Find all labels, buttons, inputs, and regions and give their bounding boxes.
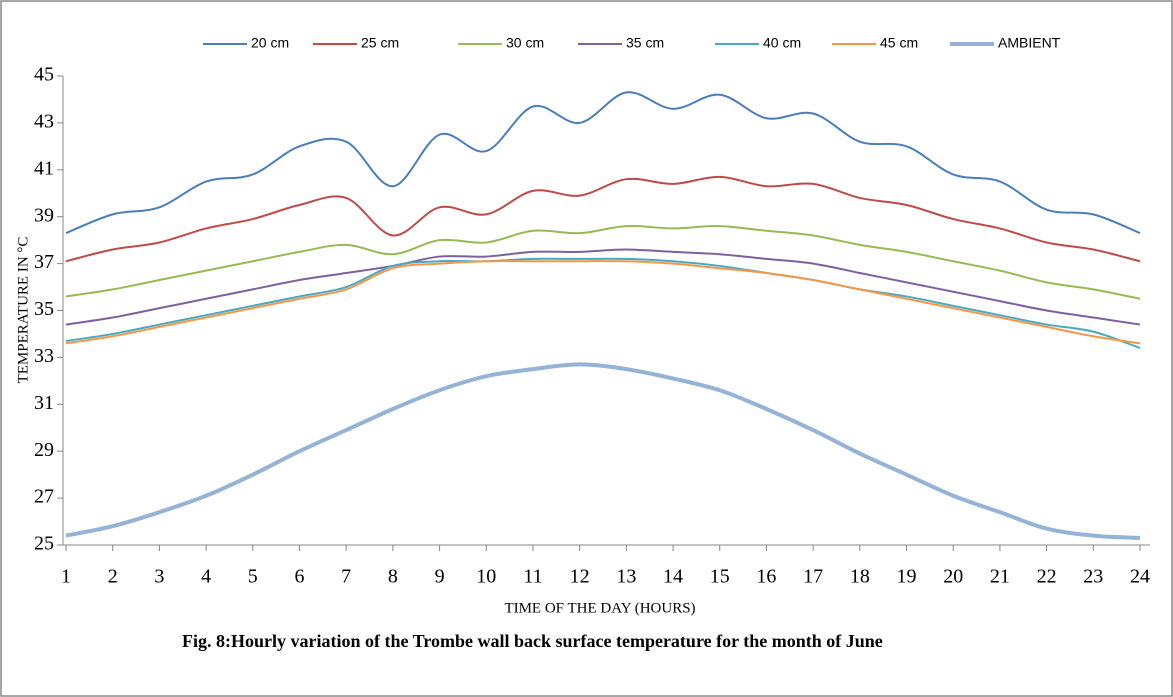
legend-label: 30 cm — [506, 35, 544, 51]
series-line — [65, 260, 1141, 345]
x-tick-label: 8 — [388, 566, 398, 588]
y-tick-label: 35 — [34, 298, 54, 320]
legend-label: 40 cm — [763, 35, 801, 51]
x-tick-label: 21 — [990, 566, 1010, 588]
y-tick-label: 43 — [34, 110, 54, 132]
x-tick-label: 23 — [1083, 566, 1103, 588]
x-tick-label: 4 — [201, 566, 211, 588]
x-tick-label: 17 — [803, 566, 823, 588]
x-tick-label: 9 — [435, 566, 445, 588]
legend-label: AMBIENT — [998, 35, 1061, 51]
x-tick-label: 20 — [943, 566, 963, 588]
x-tick-label: 19 — [897, 566, 917, 588]
series-line — [65, 91, 1141, 235]
series-line — [65, 257, 1141, 349]
x-tick-label: 22 — [1037, 566, 1057, 588]
x-tick-label: 14 — [663, 566, 683, 588]
y-tick-label: 33 — [34, 345, 54, 367]
caption: Fig. 8:Hourly variation of the Trombe wa… — [182, 631, 883, 651]
y-axis-label: TEMPERATURE IN °C — [15, 237, 31, 384]
y-tick-label: 45 — [34, 64, 54, 86]
x-tick-label: 2 — [108, 566, 118, 588]
x-tick-label: 16 — [756, 566, 776, 588]
x-tick-label: 12 — [570, 566, 590, 588]
x-tick-label: 18 — [850, 566, 870, 588]
y-tick-label: 29 — [34, 439, 54, 461]
x-tick-label: 6 — [294, 566, 304, 588]
legend-label: 25 cm — [361, 35, 399, 51]
legend-label: 20 cm — [251, 35, 289, 51]
y-tick-label: 41 — [34, 157, 54, 179]
x-tick-label: 15 — [710, 566, 730, 588]
x-tick-label: 7 — [341, 566, 351, 588]
series-line — [65, 248, 1141, 326]
series-line — [65, 224, 1141, 300]
x-tick-label: 11 — [523, 566, 542, 588]
y-tick-label: 31 — [34, 392, 54, 414]
x-axis-label: TIME OF THE DAY (HOURS) — [504, 600, 695, 616]
x-tick-label: 5 — [248, 566, 258, 588]
legend-label: 35 cm — [626, 35, 664, 51]
x-tick-label: 10 — [476, 566, 496, 588]
y-tick-label: 39 — [34, 204, 54, 226]
legend-label: 45 cm — [880, 35, 918, 51]
y-tick-label: 27 — [34, 486, 54, 508]
x-tick-label: 3 — [154, 566, 164, 588]
series-line — [65, 362, 1141, 540]
y-tick-label: 25 — [34, 533, 54, 555]
x-tick-label: 13 — [616, 566, 636, 588]
y-tick-label: 37 — [34, 251, 54, 273]
x-tick-label: 1 — [61, 566, 71, 588]
series-line — [65, 175, 1141, 263]
x-tick-label: 24 — [1130, 566, 1150, 588]
